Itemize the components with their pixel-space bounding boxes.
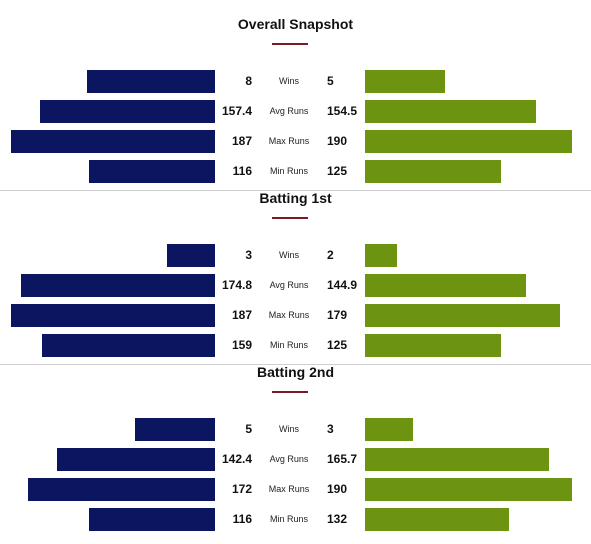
metric-label: Min Runs	[269, 514, 308, 524]
stat-row: 187 Max Runs 179	[0, 304, 591, 328]
title-underline	[272, 43, 308, 45]
left-value-label: 8	[245, 74, 252, 88]
left-bar	[42, 334, 215, 357]
stat-row: 3 Wins 2	[0, 244, 591, 268]
chart-section: Overall Snapshot 8 Wins 5 157.4 Avg Runs 154.5…	[0, 0, 591, 183]
metric-label: Wins	[279, 424, 299, 434]
left-value-label: 142.4	[221, 452, 252, 466]
section-title: Batting 2nd	[257, 364, 334, 380]
right-bar	[365, 70, 445, 93]
left-bar	[21, 274, 215, 297]
right-value-label: 5	[327, 74, 334, 88]
section-title: Batting 1st	[259, 190, 332, 206]
left-value-label: 5	[245, 422, 252, 436]
section-divider	[0, 364, 591, 365]
metric-label: Avg Runs	[269, 454, 309, 464]
left-bar	[167, 244, 215, 267]
stat-row: 172 Max Runs 190	[0, 478, 591, 502]
title-underline	[272, 391, 308, 393]
metric-label: Avg Runs	[269, 280, 309, 290]
left-bar	[89, 508, 215, 531]
metric-label: Avg Runs	[269, 106, 309, 116]
right-value-label: 190	[327, 482, 348, 496]
right-value-label: 179	[327, 308, 348, 322]
section-divider	[0, 190, 591, 191]
chart-section: Batting 2nd 5 Wins 3 142.4 Avg Runs 165.7 172 Ma…	[0, 348, 591, 531]
stat-row: 116 Min Runs 132	[0, 508, 591, 532]
left-value-label: 187	[231, 308, 252, 322]
left-bar	[11, 304, 215, 327]
right-value-label: 190	[327, 134, 348, 148]
right-bar	[365, 334, 501, 357]
left-value-label: 172	[231, 482, 252, 496]
metric-label: Min Runs	[269, 340, 308, 350]
right-value-label: 125	[327, 164, 348, 178]
left-value-label: 174.8	[221, 278, 252, 292]
chart-section: Batting 1st 3 Wins 2 174.8 Avg Runs 144.9 187 Ma…	[0, 174, 591, 357]
stat-row: 142.4 Avg Runs 165.7	[0, 448, 591, 472]
right-value-label: 125	[327, 338, 348, 352]
stat-row: 174.8 Avg Runs 144.9	[0, 274, 591, 298]
left-bar	[28, 478, 215, 501]
left-value-label: 116	[232, 164, 252, 178]
right-bar	[365, 274, 526, 297]
right-value-label: 132	[327, 512, 348, 526]
metric-label: Wins	[279, 250, 299, 260]
left-bar	[89, 160, 215, 183]
stat-row: 116 Min Runs 125	[0, 160, 591, 184]
section-title: Overall Snapshot	[237, 16, 354, 32]
left-bar	[40, 100, 215, 123]
right-bar	[365, 304, 560, 327]
right-bar	[365, 160, 501, 183]
right-value-label: 154.5	[327, 104, 358, 118]
metric-label: Max Runs	[268, 310, 310, 320]
title-underline	[272, 217, 308, 219]
left-value-label: 159	[231, 338, 252, 352]
right-bar	[365, 478, 572, 501]
stat-row: 5 Wins 3	[0, 418, 591, 442]
stat-row: 157.4 Avg Runs 154.5	[0, 100, 591, 124]
left-value-label: 3	[245, 248, 252, 262]
right-value-label: 3	[327, 422, 334, 436]
right-bar	[365, 130, 572, 153]
stat-row: 187 Max Runs 190	[0, 130, 591, 154]
metric-label: Max Runs	[268, 136, 310, 146]
left-bar	[57, 448, 215, 471]
right-value-label: 165.7	[327, 452, 358, 466]
left-bar	[87, 70, 215, 93]
left-bar	[135, 418, 215, 441]
left-value-label: 116	[232, 512, 252, 526]
right-value-label: 144.9	[327, 278, 358, 292]
right-bar	[365, 418, 413, 441]
right-bar	[365, 100, 536, 123]
left-bar	[11, 130, 215, 153]
right-bar	[365, 508, 509, 531]
metric-label: Min Runs	[269, 166, 308, 176]
stat-row: 159 Min Runs 125	[0, 334, 591, 358]
right-value-label: 2	[327, 248, 334, 262]
metric-label: Wins	[279, 76, 299, 86]
right-bar	[365, 244, 397, 267]
left-value-label: 187	[231, 134, 252, 148]
right-bar	[365, 448, 549, 471]
metric-label: Max Runs	[268, 484, 310, 494]
left-value-label: 157.4	[221, 104, 252, 118]
stat-row: 8 Wins 5	[0, 70, 591, 94]
